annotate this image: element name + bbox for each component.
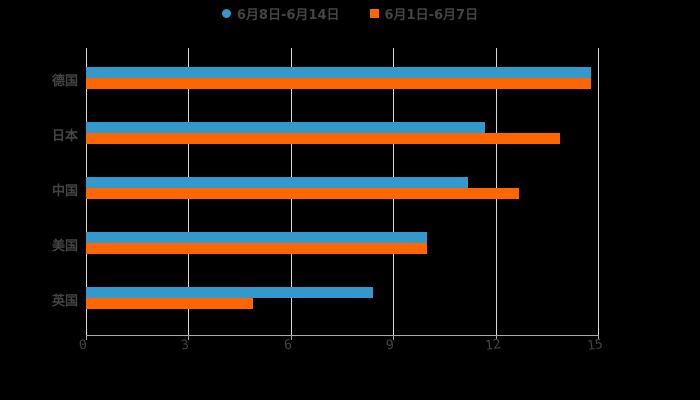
x-tick-label: 12 bbox=[483, 336, 502, 355]
category-label: 德国 bbox=[51, 74, 78, 89]
x-tick bbox=[495, 335, 497, 340]
category-label: 美国 bbox=[51, 239, 78, 254]
x-axis bbox=[86, 335, 599, 336]
legend-item-week2[interactable]: 6月8日-6月14日 bbox=[221, 4, 340, 23]
bar-week2[interactable] bbox=[86, 122, 486, 133]
bar-week1[interactable] bbox=[86, 243, 428, 254]
x-tick bbox=[598, 335, 599, 340]
bar-week2[interactable] bbox=[86, 232, 428, 243]
gridline bbox=[598, 48, 599, 335]
category-label: 英国 bbox=[51, 294, 78, 309]
legend-square-icon bbox=[369, 8, 379, 18]
x-tick-label: 15 bbox=[586, 336, 604, 355]
x-tick bbox=[188, 335, 190, 340]
x-tick bbox=[393, 335, 395, 340]
x-tick bbox=[86, 335, 87, 340]
bar-week2[interactable] bbox=[86, 177, 469, 188]
chart-legend: 6月8日-6月14日 6月1日-6月7日 bbox=[0, 4, 700, 23]
bar-week1[interactable] bbox=[86, 78, 592, 89]
legend-label: 6月8日-6月14日 bbox=[236, 7, 340, 23]
bar-week2[interactable] bbox=[86, 287, 373, 298]
legend-circle-icon bbox=[221, 8, 231, 18]
bar-week2[interactable] bbox=[86, 67, 592, 78]
x-tick bbox=[290, 335, 292, 340]
category-label: 日本 bbox=[51, 129, 78, 144]
x-tick-label: 6 bbox=[282, 337, 293, 354]
category-label: 中国 bbox=[51, 184, 78, 199]
legend-item-week1[interactable]: 6月1日-6月7日 bbox=[369, 4, 479, 23]
legend-label: 6月1日-6月7日 bbox=[384, 7, 479, 23]
bar-week1[interactable] bbox=[86, 188, 520, 199]
bar-week1[interactable] bbox=[86, 133, 561, 144]
bar-week1[interactable] bbox=[86, 298, 254, 309]
